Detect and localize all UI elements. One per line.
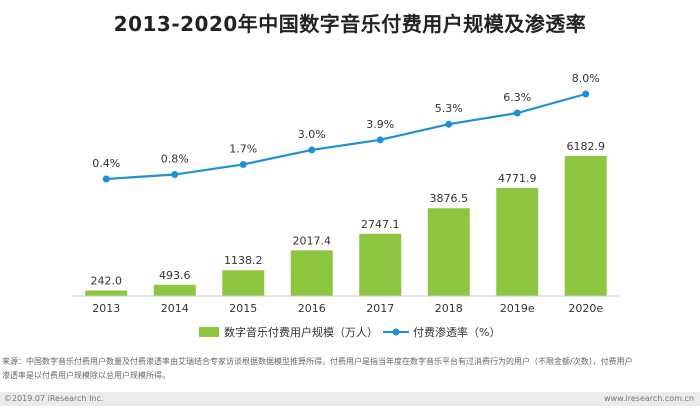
line-labels-layer: 0.4% 0.8% 1.7% 3.0% 3.9% 5.3% 6.3% 8.0% [92, 72, 599, 170]
bars-layer [85, 156, 607, 296]
x-ticks-layer: 2013 2014 2015 2016 2017 2018 2019e 2020e [92, 302, 603, 315]
bar-2014 [153, 284, 196, 296]
line-point-2019e [513, 109, 521, 117]
x-tick-label: 2020e [568, 302, 603, 315]
chart-svg: 242.0 493.6 1138.2 2017.4 2747.1 3876.5 4771.9… [72, 72, 620, 339]
line-value-label: 0.8% [161, 153, 189, 166]
bar-2016 [290, 250, 333, 296]
penetration-rate-line [106, 92, 587, 181]
bar-labels-layer: 242.0 493.6 1138.2 2017.4 2747.1 3876.5 4771.9… [91, 140, 606, 288]
line-value-label: 6.3% [503, 91, 531, 104]
chart-title: 2013-2020年中国数字音乐付费用户规模及渗透率 [113, 12, 587, 36]
bar-2020e [564, 156, 607, 296]
source-footnote: 来源：中国数字音乐付费用户数量及付费渗透率由艾瑞结合专家访谈根据数据模型推算所得… [2, 355, 696, 383]
bar-value-label: 493.6 [159, 269, 191, 282]
bar-value-label: 1138.2 [224, 254, 263, 267]
line-point-2015 [239, 160, 247, 168]
bar-value-label: 4771.9 [498, 172, 537, 185]
bar-value-label: 242.0 [91, 275, 123, 288]
bar-2018 [427, 208, 470, 296]
line-value-label: 1.7% [229, 142, 257, 155]
line-value-label: 0.4% [92, 157, 120, 170]
line-point-2018 [445, 120, 453, 128]
bar-2013 [85, 290, 128, 296]
bar-value-label: 2747.1 [361, 218, 400, 231]
line-layer [102, 90, 590, 183]
bar-value-label: 6182.9 [567, 140, 606, 153]
bar-2017 [359, 233, 402, 296]
line-value-label: 3.9% [366, 118, 394, 131]
legend-line-marker [392, 328, 400, 336]
legend-bar-swatch [199, 327, 219, 337]
x-tick-label: 2017 [366, 302, 394, 315]
bar-2019e [496, 187, 539, 296]
footnote-line-1: 来源：中国数字音乐付费用户数量及付费渗透率由艾瑞结合专家访谈根据数据模型推算所得… [2, 357, 633, 366]
x-tick-label: 2015 [229, 302, 257, 315]
bar-2015 [222, 270, 265, 296]
line-point-2016 [308, 146, 316, 154]
legend: 数字音乐付费用户规模（万人） 付费渗透率（%） [199, 325, 500, 339]
legend-bar-label: 数字音乐付费用户规模（万人） [224, 325, 378, 339]
footer-bar: ©2019.07 iResearch Inc. www.iresearch.co… [0, 392, 700, 406]
x-tick-label: 2016 [298, 302, 326, 315]
x-tick-label: 2018 [435, 302, 463, 315]
line-value-label: 5.3% [435, 102, 463, 115]
bar-value-label: 3876.5 [430, 192, 469, 205]
bar-value-label: 2017.4 [293, 234, 332, 247]
footnote-line-2: 渗透率是以付费用户规模除以总用户规模所得。 [2, 371, 170, 380]
line-point-2017 [376, 136, 384, 144]
legend-line-label: 付费渗透率（%） [413, 325, 500, 339]
line-value-label: 3.0% [298, 128, 326, 141]
line-point-2014 [171, 171, 179, 179]
x-tick-label: 2014 [161, 302, 189, 315]
line-point-2013 [102, 175, 110, 183]
website-link[interactable]: www.iresearch.com.cn [604, 394, 694, 403]
x-tick-label: 2019e [500, 302, 535, 315]
line-value-label: 8.0% [572, 72, 600, 85]
copyright-text: ©2019.07 iResearch Inc. [4, 394, 104, 403]
line-point-2020e [582, 90, 590, 98]
x-tick-label: 2013 [92, 302, 120, 315]
